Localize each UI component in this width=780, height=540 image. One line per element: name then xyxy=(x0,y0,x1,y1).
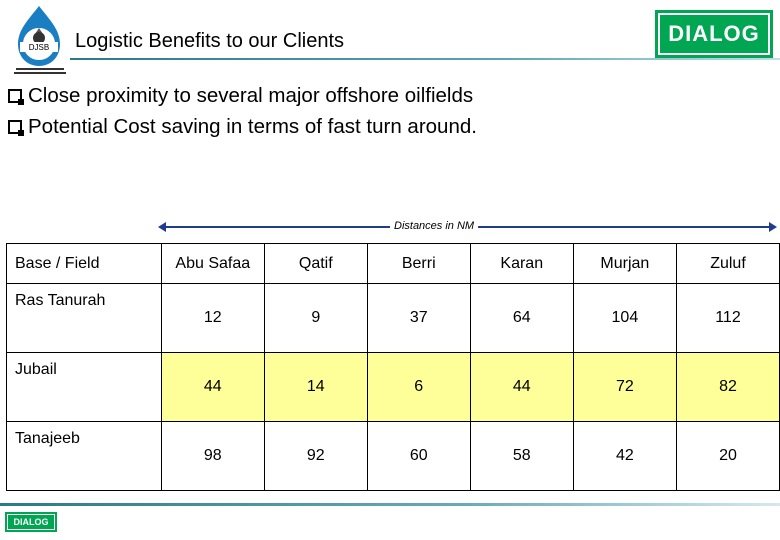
djsb-logo-text: DJSB xyxy=(29,43,49,52)
bullet-item: Close proximity to several major offshor… xyxy=(8,80,477,111)
row-label: Ras Tanurah xyxy=(6,283,162,353)
table-cell: 82 xyxy=(675,352,780,422)
arrow-left-icon xyxy=(158,222,166,232)
table-cell: 14 xyxy=(263,352,368,422)
checkbox-bullet-icon xyxy=(8,119,24,136)
table-cell: 92 xyxy=(263,421,368,491)
footer-dialog-logo: DIALOG xyxy=(5,512,57,532)
bullet-list: Close proximity to several major offshor… xyxy=(8,80,477,142)
arrow-right-icon xyxy=(769,222,777,232)
bullet-text: Potential Cost saving in terms of fast t… xyxy=(28,115,477,138)
table-row: Ras Tanurah 12 9 37 64 104 112 xyxy=(6,283,780,353)
table-row: Jubail 44 14 6 44 72 82 xyxy=(6,352,780,422)
table-cell: 64 xyxy=(469,283,574,353)
checkbox-bullet-icon xyxy=(8,88,24,105)
table-cell: 60 xyxy=(366,421,471,491)
table-header-cell: Base / Field xyxy=(6,243,162,284)
page-title: Logistic Benefits to our Clients xyxy=(75,30,345,52)
footer-divider xyxy=(0,503,780,506)
table-row: Tanajeeb 98 92 60 58 42 20 xyxy=(6,421,780,491)
table-cell: 12 xyxy=(160,283,265,353)
table-header-row: Base / Field Abu Safaa Qatif Berri Karan… xyxy=(6,243,780,284)
distance-label: Distances in NM xyxy=(390,220,479,232)
table-cell: 9 xyxy=(263,283,368,353)
table-cell: 72 xyxy=(572,352,677,422)
table-header-cell: Zuluf xyxy=(675,243,780,284)
footer-logo-text: DIALOG xyxy=(7,514,55,530)
table-header-cell: Abu Safaa xyxy=(160,243,265,284)
bullet-text: Close proximity to several major offshor… xyxy=(28,84,474,107)
djsb-logo-icon: DJSB xyxy=(8,2,70,76)
dialog-logo-text: DIALOG xyxy=(658,13,770,55)
title-divider xyxy=(70,58,780,60)
table-cell: 104 xyxy=(572,283,677,353)
table-header-cell: Karan xyxy=(469,243,574,284)
table-cell: 20 xyxy=(675,421,780,491)
table-header-cell: Berri xyxy=(366,243,471,284)
table-cell: 42 xyxy=(572,421,677,491)
table-cell: 37 xyxy=(366,283,471,353)
row-label: Jubail xyxy=(6,352,162,422)
bullet-item: Potential Cost saving in terms of fast t… xyxy=(8,111,477,142)
table-cell: 44 xyxy=(160,352,265,422)
table-cell: 44 xyxy=(469,352,574,422)
table-cell: 98 xyxy=(160,421,265,491)
table-cell: 112 xyxy=(675,283,780,353)
dialog-logo: DIALOG xyxy=(655,10,773,58)
table-cell: 58 xyxy=(469,421,574,491)
row-label: Tanajeeb xyxy=(6,421,162,491)
table-cell: 6 xyxy=(366,352,471,422)
distance-table: Base / Field Abu Safaa Qatif Berri Karan… xyxy=(6,243,780,491)
table-header-cell: Qatif xyxy=(263,243,368,284)
table-header-cell: Murjan xyxy=(572,243,677,284)
